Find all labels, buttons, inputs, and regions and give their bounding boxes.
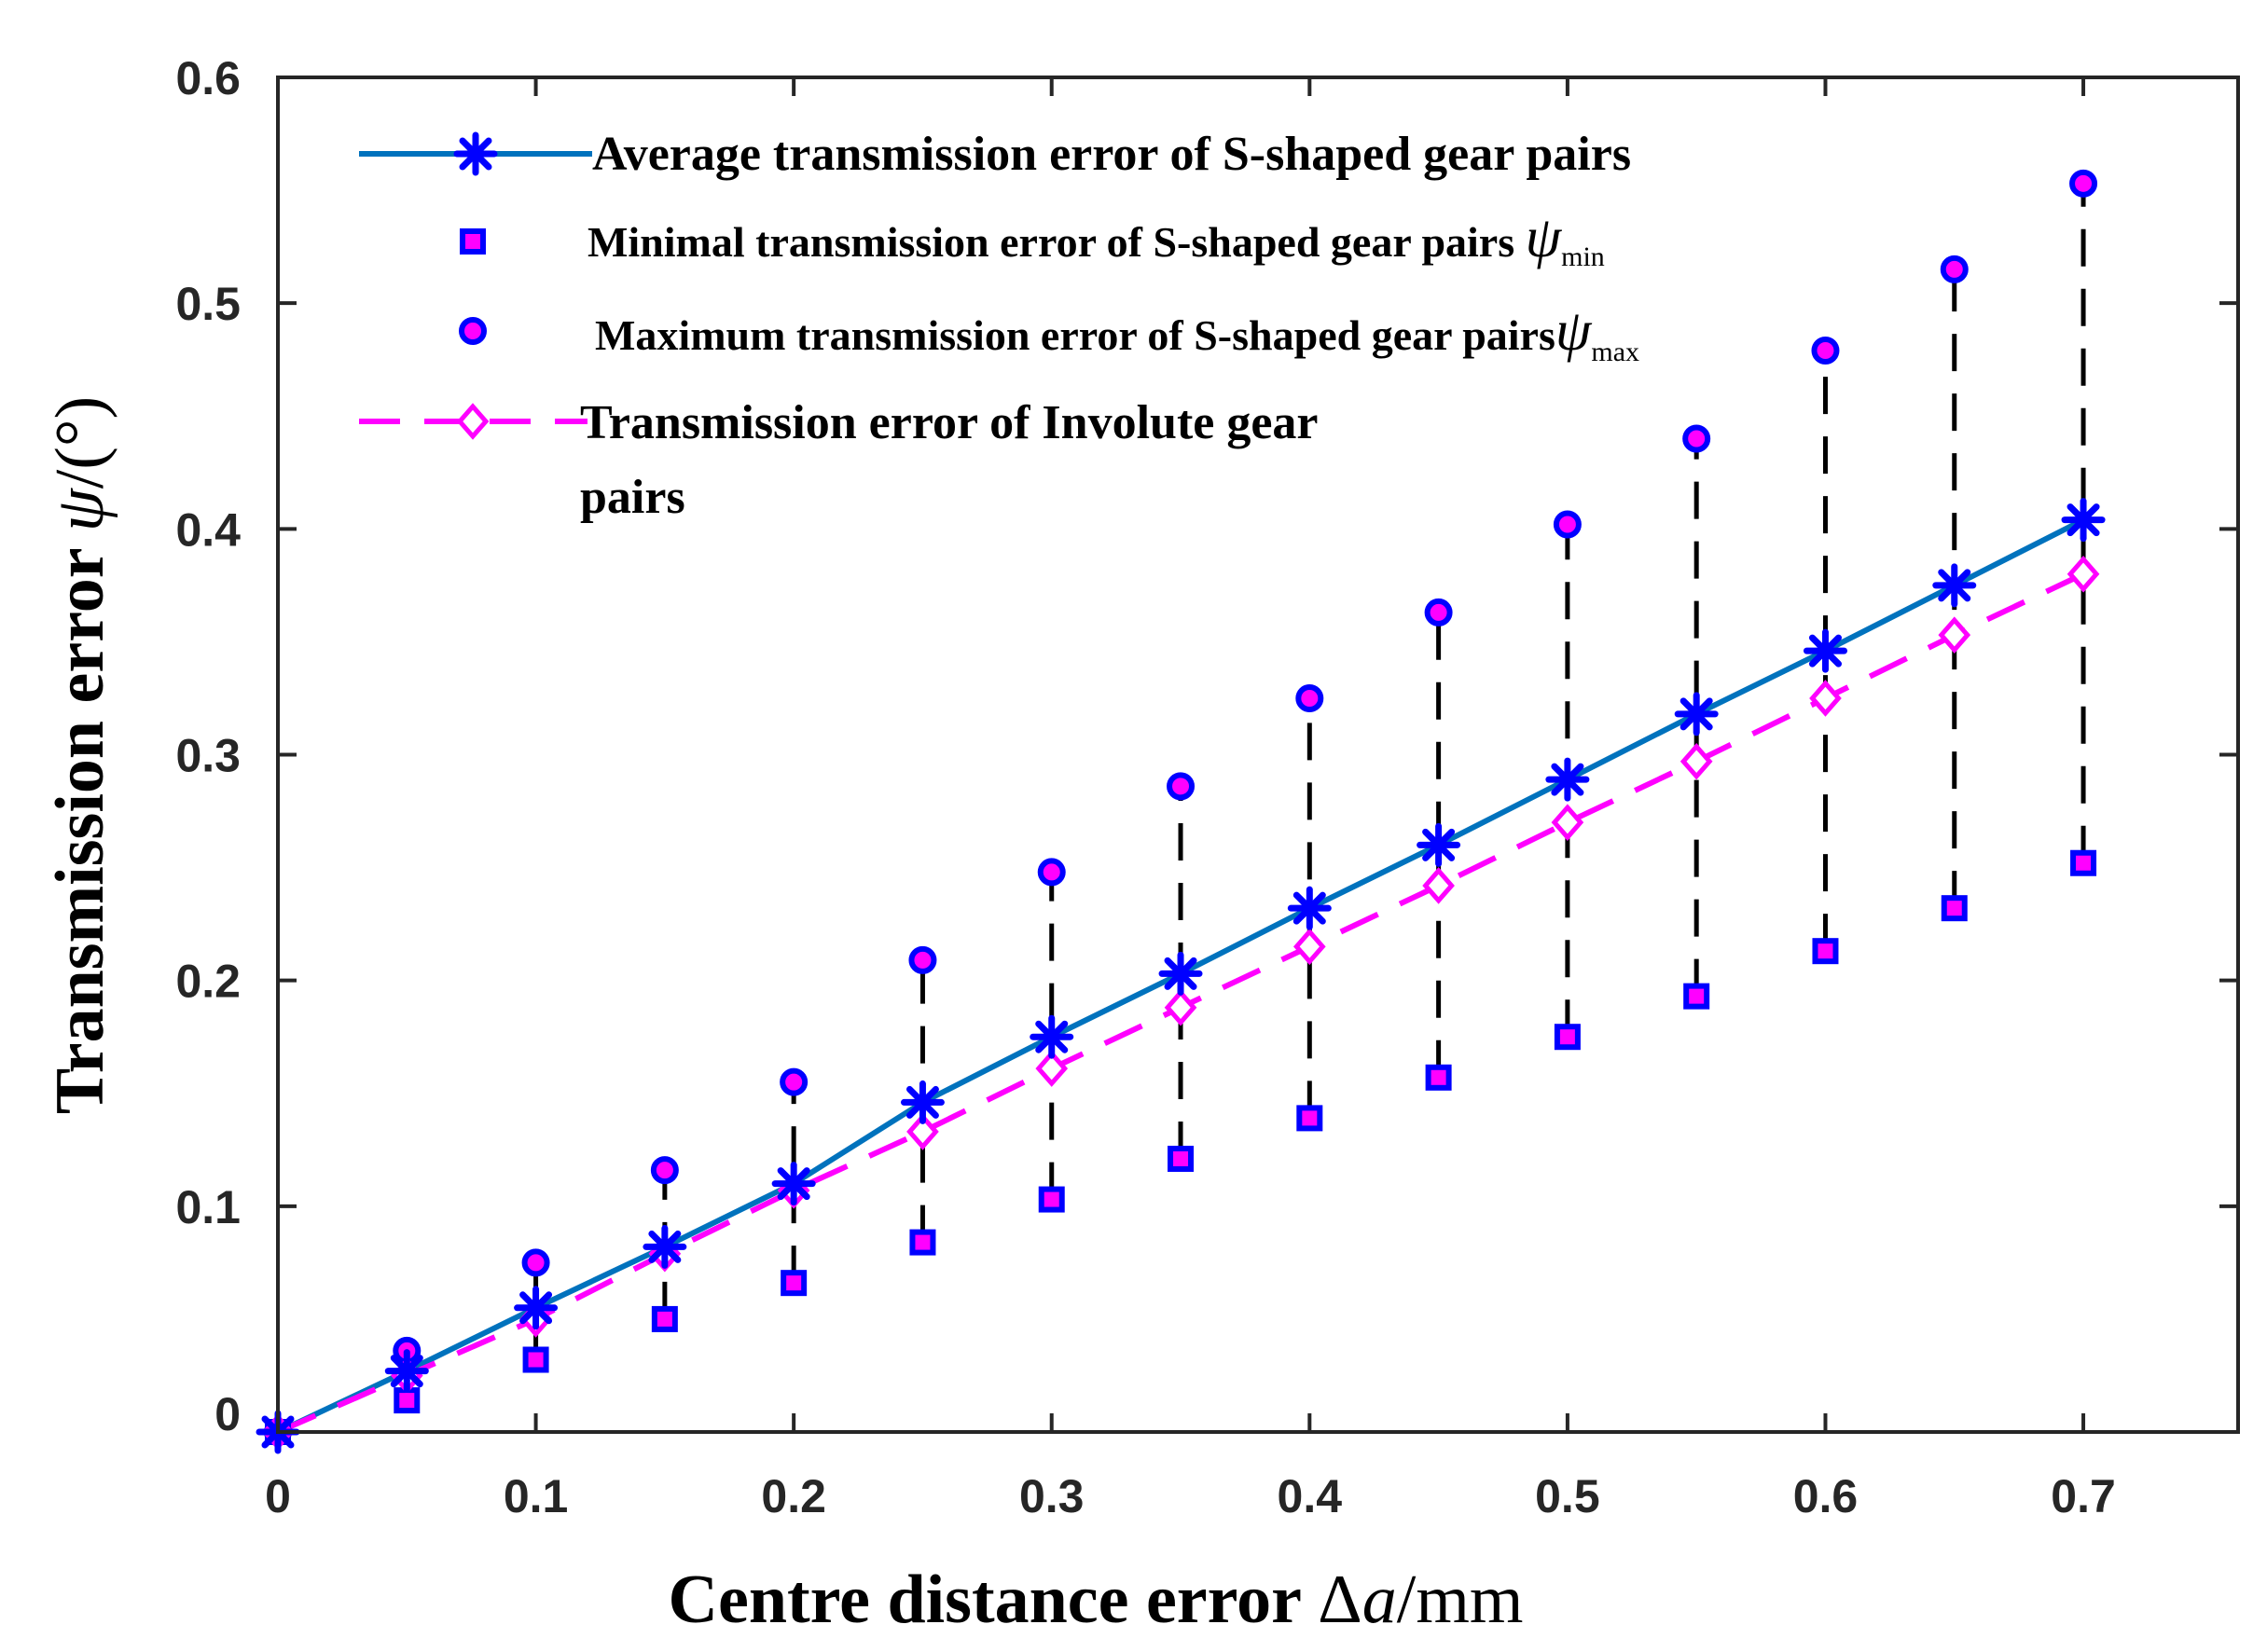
max-marker-6 xyxy=(1037,858,1066,887)
involute-marker-8 xyxy=(1292,928,1326,966)
min-marker-14 xyxy=(2070,849,2097,876)
min-marker-13 xyxy=(1941,895,1968,922)
legend-min-label: Minimal transmission error of S-shaped g… xyxy=(587,206,1605,272)
max-marker-14 xyxy=(2069,169,2098,198)
average-marker-10 xyxy=(1545,757,1590,802)
average-marker-2 xyxy=(514,1286,559,1330)
x-tick-label-5: 0.5 xyxy=(1535,1470,1600,1522)
average-marker-13 xyxy=(1932,563,1977,608)
min-marker-3 xyxy=(651,1305,678,1332)
average-marker-12 xyxy=(1803,628,1847,673)
max-marker-5 xyxy=(908,945,937,974)
x-axis-title: Centre distance error Δa/mm xyxy=(669,1562,1524,1638)
min-marker-6 xyxy=(1038,1186,1065,1213)
y-tick-label-2: 0.2 xyxy=(175,956,241,1008)
legend-item-involute: Transmission error of Involute gear pairs xyxy=(359,396,1319,524)
min-marker-2 xyxy=(522,1346,549,1373)
average-marker-8 xyxy=(1287,886,1332,930)
y-tick-label-0: 0 xyxy=(214,1388,241,1440)
involute-marker-11 xyxy=(1680,742,1713,780)
legend-item-max: Maximum transmission error of S-shaped g… xyxy=(459,299,1639,367)
plot-area xyxy=(278,77,2238,1432)
average-marker-1 xyxy=(384,1349,429,1394)
legend-min-marker xyxy=(460,228,486,255)
x-tick-label-2: 0.2 xyxy=(761,1470,826,1522)
involute-marker-5 xyxy=(906,1113,939,1150)
y-tick-label-1: 0.1 xyxy=(175,1181,241,1233)
y-tick-label-4: 0.4 xyxy=(175,503,241,556)
legend-max-marker xyxy=(459,317,487,345)
legend-item-min: Minimal transmission error of S-shaped g… xyxy=(460,206,1605,272)
x-tick-label-4: 0.4 xyxy=(1278,1470,1343,1522)
min-marker-12 xyxy=(1812,938,1839,965)
average-marker-9 xyxy=(1417,822,1461,867)
ticks-layer: 0 0.1 0.2 0.3 0.4 0.5 0.6 0.7 0 0.1 0.2 0.3 0.4 0.5 0.… xyxy=(175,52,2238,1522)
max-marker-7 xyxy=(1167,772,1196,801)
x-tick-label-7: 0.7 xyxy=(2051,1470,2116,1522)
average-marker-6 xyxy=(1030,1014,1074,1059)
x-tick-label-6: 0.6 xyxy=(1793,1470,1859,1522)
average-marker-11 xyxy=(1674,692,1719,737)
max-marker-9 xyxy=(1424,598,1453,626)
average-marker-4 xyxy=(771,1162,816,1206)
involute-marker-9 xyxy=(1422,867,1455,904)
series-layer xyxy=(256,169,2106,1454)
min-marker-4 xyxy=(781,1270,808,1297)
legend-involute-label: Transmission error of Involute gear pairs xyxy=(580,396,1319,524)
involute-marker-6 xyxy=(1035,1050,1069,1087)
y-tick-label-3: 0.3 xyxy=(175,730,241,782)
max-marker-3 xyxy=(650,1156,679,1185)
legend-max-label: Maximum transmission error of S-shaped g… xyxy=(595,299,1639,367)
x-tick-label-0: 0 xyxy=(265,1470,291,1522)
average-marker-3 xyxy=(643,1224,687,1269)
legend-average-label: Average transmission error of S-shaped g… xyxy=(592,128,1631,181)
min-marker-5 xyxy=(909,1229,936,1256)
min-marker-11 xyxy=(1683,983,1710,1010)
max-marker-11 xyxy=(1682,424,1711,453)
involute-marker-13 xyxy=(1938,616,1971,654)
average-marker-5 xyxy=(900,1080,945,1124)
x-tick-label-3: 0.3 xyxy=(1019,1470,1085,1522)
y-tick-label-6: 0.6 xyxy=(175,52,241,104)
max-marker-13 xyxy=(1940,255,1969,283)
y-tick-label-5: 0.5 xyxy=(175,278,241,330)
max-marker-12 xyxy=(1811,337,1840,365)
legend-average-marker xyxy=(453,131,498,176)
min-marker-8 xyxy=(1296,1105,1323,1132)
legend: Average transmission error of S-shaped g… xyxy=(359,128,1639,524)
involute-marker-7 xyxy=(1164,988,1197,1026)
x-tick-label-1: 0.1 xyxy=(504,1470,569,1522)
max-marker-8 xyxy=(1295,683,1324,712)
legend-involute-marker xyxy=(456,403,490,440)
average-marker-7 xyxy=(1158,951,1203,996)
involute-marker-10 xyxy=(1551,804,1584,841)
involute-marker-12 xyxy=(1809,680,1842,717)
min-marker-7 xyxy=(1168,1145,1195,1172)
average-marker-14 xyxy=(2061,498,2106,543)
min-marker-9 xyxy=(1425,1064,1452,1091)
max-marker-4 xyxy=(780,1067,809,1096)
max-marker-10 xyxy=(1553,510,1582,539)
min-marker-10 xyxy=(1554,1024,1581,1051)
y-axis-title: Transmission error ψ/(°) xyxy=(42,396,118,1114)
involute-marker-14 xyxy=(2067,555,2100,593)
legend-item-average: Average transmission error of S-shaped g… xyxy=(359,128,1631,181)
max-marker-2 xyxy=(521,1248,550,1277)
